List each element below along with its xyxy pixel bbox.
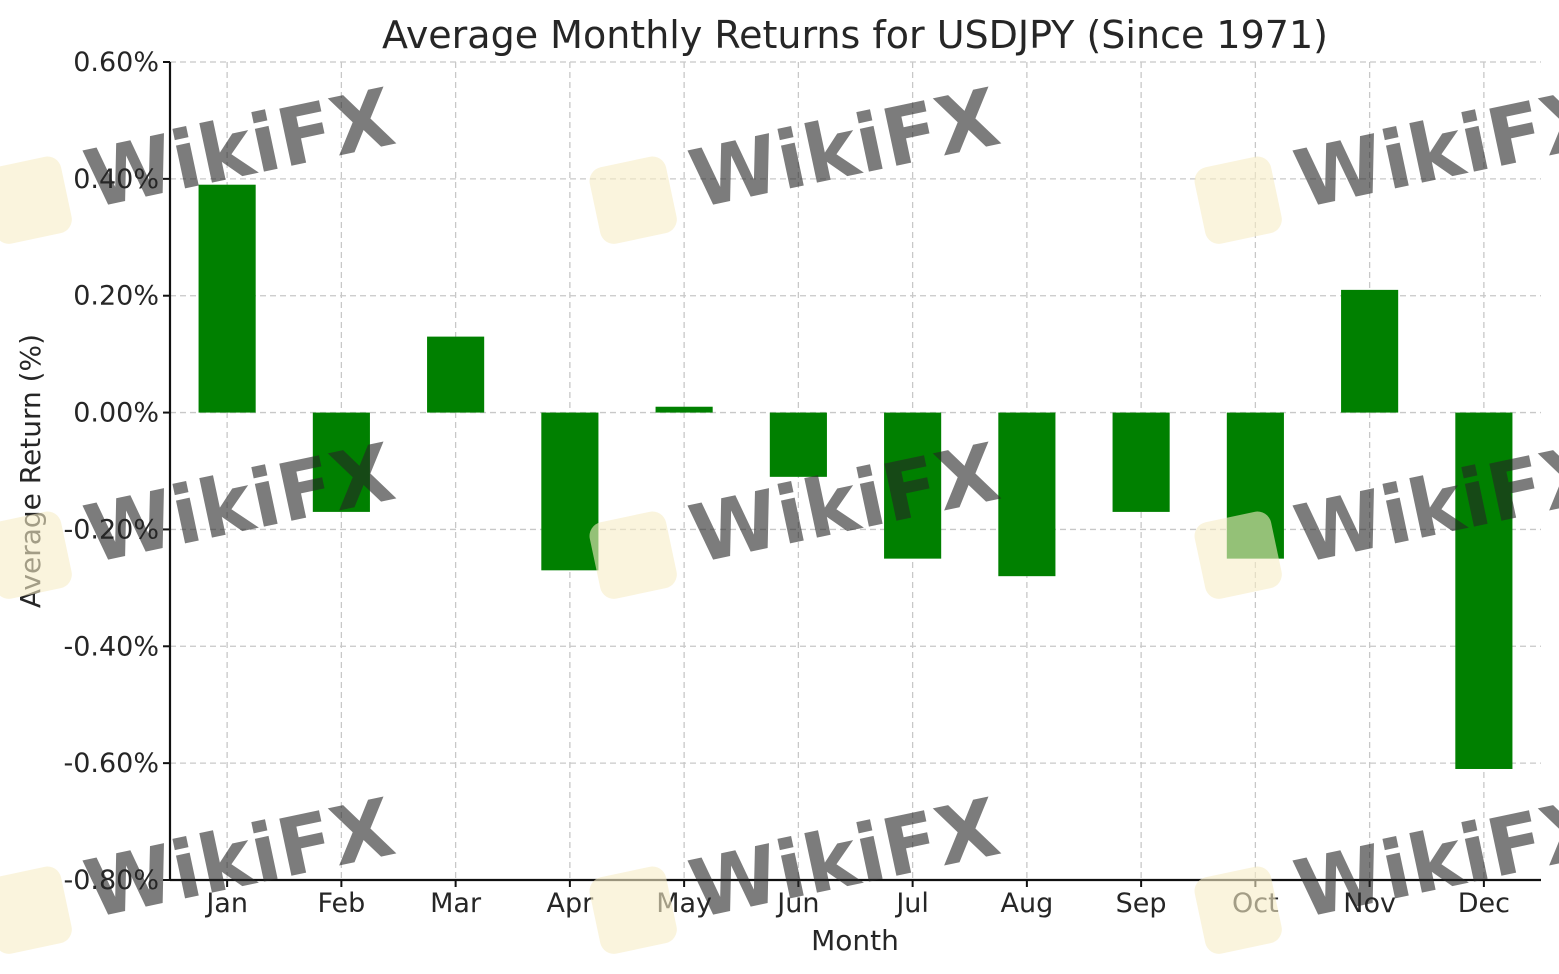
bar-mar xyxy=(427,336,485,413)
bars xyxy=(198,184,1513,769)
watermark-text: WikiFX xyxy=(77,426,402,582)
watermark-logo-icon xyxy=(0,511,72,599)
x-tick-label: Nov xyxy=(1343,888,1396,919)
watermark-text: WikiFX xyxy=(1287,781,1559,937)
x-tick-label: Aug xyxy=(1001,888,1054,919)
watermark-text: WikiFX xyxy=(1287,426,1559,582)
bar-apr xyxy=(541,412,599,571)
watermark-logo-icon xyxy=(589,511,677,599)
watermark-logo-icon xyxy=(589,866,677,954)
watermark-logo-icon xyxy=(1194,156,1282,244)
y-tick-label: -0.60% xyxy=(63,748,159,779)
x-tick-label: Mar xyxy=(430,888,482,919)
bar-nov xyxy=(1341,289,1399,413)
bar-feb xyxy=(312,412,370,512)
y-tick-label: 0.40% xyxy=(73,164,159,195)
x-tick-label: Jul xyxy=(894,888,929,919)
y-tick-label: -0.80% xyxy=(63,865,159,896)
x-tick-label: Dec xyxy=(1458,888,1510,919)
bar-jun xyxy=(769,412,827,477)
y-tick-label: -0.40% xyxy=(63,631,159,662)
watermark-text: WikiFX xyxy=(682,426,1007,582)
y-tick-label: 0.60% xyxy=(73,47,159,78)
y-tick-label: 0.00% xyxy=(73,398,159,429)
tick-labels: 0.60% 0.40% 0.20% 0.00% -0.20% -0.40% -0.60% -0… xyxy=(63,47,1510,919)
y-tick-label: 0.20% xyxy=(73,281,159,312)
bar-jul xyxy=(884,412,942,559)
watermark-logo-icon xyxy=(0,866,72,954)
x-tick-label: Apr xyxy=(547,888,595,919)
watermark-text: WikiFX xyxy=(682,71,1007,227)
bar-jan xyxy=(198,184,256,413)
bar-dec xyxy=(1455,412,1513,769)
watermark: WikiFX xyxy=(589,71,1007,244)
watermark-logo-icon xyxy=(589,156,677,244)
watermark: WikiFX xyxy=(0,781,402,954)
bar-may xyxy=(655,406,713,413)
watermark-text: WikiFX xyxy=(682,781,1007,937)
x-tick-label: Jan xyxy=(204,888,248,919)
x-tick-label: Feb xyxy=(317,888,365,919)
watermark: WikiFX xyxy=(1194,781,1559,954)
chart-title: Average Monthly Returns for USDJPY (Sinc… xyxy=(382,13,1328,57)
watermark-logo-icon xyxy=(1194,511,1282,599)
watermark-logo-icon xyxy=(0,156,72,244)
x-tick-label: Sep xyxy=(1116,888,1167,919)
watermark-text: WikiFX xyxy=(1287,71,1559,227)
bar-sep xyxy=(1112,412,1170,512)
x-tick-label: Jun xyxy=(775,888,819,919)
watermark: WikiFX xyxy=(1194,71,1559,244)
watermark: WikiFX xyxy=(589,781,1007,954)
x-axis-label: Month xyxy=(811,924,899,957)
watermark-logo-icon xyxy=(1194,866,1282,954)
y-tick-label: -0.20% xyxy=(63,514,159,545)
bar-aug xyxy=(998,412,1056,577)
